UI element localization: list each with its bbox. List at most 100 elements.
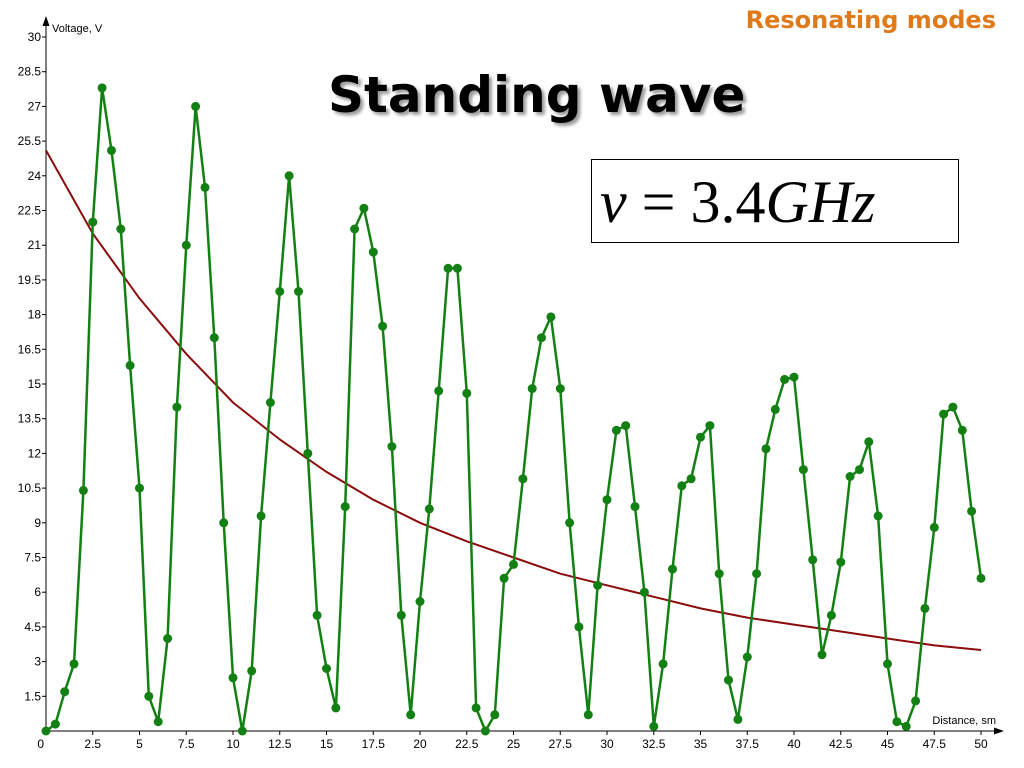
frequency-formula: ν = 3.4GHz — [591, 159, 959, 243]
data-point — [312, 610, 322, 620]
data-point — [911, 696, 921, 706]
x-tick-label: 45 — [881, 737, 895, 751]
data-point — [490, 710, 500, 720]
data-point — [621, 421, 631, 431]
data-point — [265, 398, 275, 407]
x-tick-label: 17.5 — [362, 737, 386, 751]
data-point — [200, 182, 210, 192]
data-point — [60, 687, 70, 697]
data-point — [97, 83, 107, 93]
x-tick-label: 47.5 — [923, 737, 947, 751]
data-point — [107, 145, 116, 155]
x-tick-label: 42.5 — [829, 737, 853, 751]
formula-equals: = — [641, 169, 676, 235]
data-point — [144, 691, 154, 701]
x-tick-label: 2.5 — [84, 737, 101, 751]
data-point — [406, 710, 416, 720]
y-tick-label: 22.5 — [18, 204, 42, 218]
data-point — [499, 573, 509, 583]
data-point — [789, 372, 799, 382]
data-point — [808, 555, 818, 565]
data-point — [593, 580, 603, 590]
y-tick-label: 15 — [28, 377, 42, 391]
data-point — [639, 587, 649, 597]
data-point — [153, 717, 163, 727]
data-point — [948, 402, 958, 412]
data-point — [415, 597, 425, 606]
data-point — [696, 432, 705, 442]
data-point — [845, 472, 855, 481]
data-point — [883, 659, 892, 669]
data-point — [50, 719, 60, 729]
data-point — [611, 425, 621, 435]
x-axis-title: Distance, sm — [932, 715, 996, 727]
data-point — [237, 726, 247, 736]
data-point — [873, 511, 883, 521]
data-point — [518, 474, 528, 484]
y-tick-label: 24 — [28, 169, 42, 183]
formula-symbol: ν — [600, 169, 627, 235]
data-point — [546, 312, 556, 322]
data-point — [172, 402, 182, 412]
data-point — [826, 610, 836, 620]
data-point — [396, 610, 406, 620]
data-point — [798, 465, 808, 475]
section-title: Resonating modes — [745, 6, 996, 34]
data-point — [649, 721, 659, 731]
data-point — [780, 374, 790, 384]
x-tick-label: 7.5 — [178, 737, 195, 751]
y-axis-title: Voltage, V — [52, 23, 103, 35]
data-point — [163, 634, 173, 643]
data-point — [855, 465, 864, 475]
data-point — [181, 240, 191, 250]
data-point — [509, 559, 518, 569]
data-point — [116, 224, 126, 234]
data-point — [191, 101, 201, 111]
data-point — [125, 361, 135, 370]
y-tick-label: 7.5 — [24, 551, 41, 565]
data-point — [424, 504, 434, 514]
y-tick-label: 16.5 — [18, 342, 42, 356]
data-point — [555, 384, 565, 394]
x-tick-label: 40 — [787, 737, 801, 751]
y-tick-label: 27 — [28, 99, 42, 113]
y-tick-label: 13.5 — [18, 412, 42, 426]
data-point — [752, 569, 762, 579]
data-point — [537, 333, 546, 343]
data-point — [350, 224, 360, 234]
data-point — [340, 502, 350, 512]
data-point — [864, 437, 874, 447]
data-point — [761, 444, 771, 454]
data-point — [976, 573, 986, 583]
data-point — [209, 333, 219, 343]
y-tick-label: 1.5 — [24, 689, 41, 703]
y-tick-label: 10.5 — [18, 481, 42, 495]
data-point — [742, 652, 752, 662]
x-tick-label: 5 — [136, 737, 143, 751]
data-point — [247, 666, 257, 676]
data-point — [452, 263, 462, 273]
y-tick-label: 9 — [34, 516, 41, 530]
x-tick-label: 25 — [507, 737, 521, 751]
y-tick-label: 21 — [28, 238, 42, 252]
data-point — [471, 703, 481, 713]
data-point — [574, 622, 584, 632]
y-tick-label: 3 — [34, 655, 41, 669]
data-point — [294, 287, 303, 296]
x-tick-label: 30 — [600, 737, 614, 751]
x-tick-label: 10 — [226, 737, 240, 751]
data-point — [135, 483, 144, 493]
x-tick-label: 22.5 — [455, 737, 479, 751]
data-point — [284, 171, 294, 181]
x-tick-label: 32.5 — [642, 737, 666, 751]
data-point — [359, 203, 369, 213]
data-point — [480, 726, 490, 736]
y-tick-label: 18 — [28, 308, 42, 322]
data-point — [602, 495, 612, 505]
axes: 0 2.5 5 7.5 10 12.5 15 17.5 20 22.5 25 27.5 30 32.5 35… — [18, 16, 1004, 751]
data-point — [668, 564, 677, 574]
x-tick-label: 35 — [694, 737, 708, 751]
data-point — [920, 603, 930, 613]
data-point — [705, 421, 715, 431]
data-point — [219, 518, 229, 528]
